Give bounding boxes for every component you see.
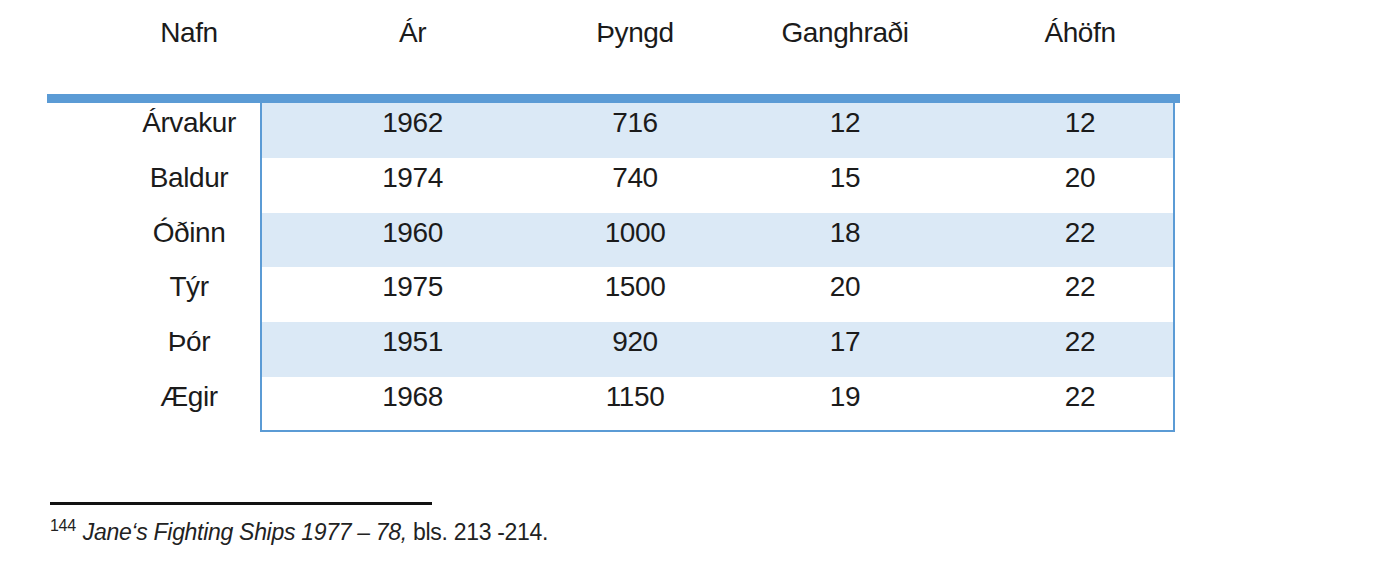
weight-cell: 920 — [565, 322, 705, 377]
name-cell: Árvakur — [48, 103, 260, 158]
speed-cell: 20 — [705, 267, 985, 322]
year-cell: 1975 — [260, 267, 565, 322]
crew-cell: 22 — [985, 322, 1175, 377]
speed-cell: 15 — [705, 158, 985, 213]
footnote-source: Jane‘s Fighting Ships 1977 – 78, — [83, 519, 407, 545]
weight-cell: 1500 — [565, 267, 705, 322]
header-thyngd: Þyngd — [565, 16, 705, 50]
header-ahofn: Áhöfn — [985, 16, 1175, 50]
crew-cell: 22 — [985, 267, 1175, 322]
weight-cell: 740 — [565, 158, 705, 213]
document-page: Nafn Ár Þyngd Ganghraði Áhöfn Árvakur 19… — [0, 0, 1400, 579]
year-cell: 1960 — [260, 213, 565, 268]
weight-cell: 716 — [565, 103, 705, 158]
year-cell: 1951 — [260, 322, 565, 377]
footnote: 144 Jane‘s Fighting Ships 1977 – 78, bls.… — [50, 517, 548, 550]
table-accent-bar — [47, 94, 1180, 103]
crew-cell: 22 — [985, 377, 1175, 432]
name-cell: Ægir — [48, 377, 260, 432]
footnote-marker: 144 — [50, 517, 76, 534]
crew-cell: 22 — [985, 213, 1175, 268]
header-ganghradi: Ganghraði — [705, 16, 985, 50]
footnote-rule — [50, 502, 432, 505]
year-cell: 1962 — [260, 103, 565, 158]
crew-cell: 12 — [985, 103, 1175, 158]
header-nafn: Nafn — [48, 16, 260, 50]
year-cell: 1968 — [260, 377, 565, 432]
speed-cell: 12 — [705, 103, 985, 158]
speed-cell: 18 — [705, 213, 985, 268]
header-ar: Ár — [260, 16, 565, 50]
name-cell: Óðinn — [48, 213, 260, 268]
footnote-pages: bls. 213 -214. — [407, 519, 548, 545]
year-cell: 1974 — [260, 158, 565, 213]
name-cell: Baldur — [48, 158, 260, 213]
name-cell: Týr — [48, 267, 260, 322]
speed-cell: 17 — [705, 322, 985, 377]
crew-cell: 20 — [985, 158, 1175, 213]
ship-table-body: Árvakur 1962 716 12 12 Baldur 1974 740 1… — [48, 103, 1175, 432]
table-header-row: Nafn Ár Þyngd Ganghraði Áhöfn — [48, 16, 1175, 50]
name-cell: Þór — [48, 322, 260, 377]
speed-cell: 19 — [705, 377, 985, 432]
weight-cell: 1150 — [565, 377, 705, 432]
weight-cell: 1000 — [565, 213, 705, 268]
